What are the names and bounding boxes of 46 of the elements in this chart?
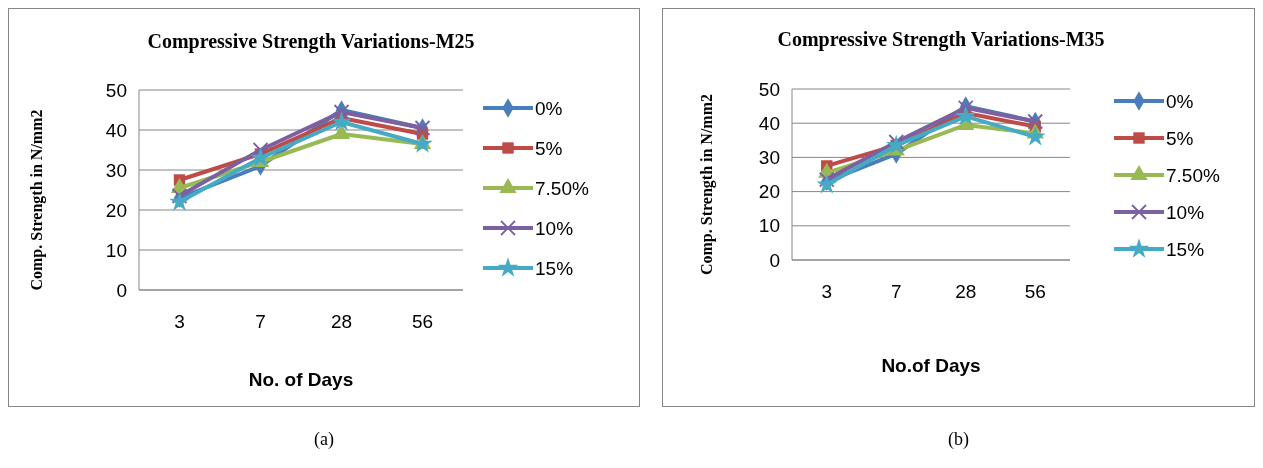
text: (a) bbox=[314, 429, 334, 450]
legend-label: 15% bbox=[1166, 238, 1205, 260]
y-tick-label: 10 bbox=[758, 215, 780, 237]
x-axis-title: No. of Days bbox=[248, 369, 354, 390]
legend-label: 0% bbox=[535, 97, 563, 119]
y-axis-title: Comp. Strength in N/mm2 bbox=[698, 93, 716, 276]
y-tick-label: 20 bbox=[105, 199, 127, 221]
x-tick-label: 28 bbox=[330, 311, 353, 332]
legend-label: 10% bbox=[535, 217, 574, 239]
x-tick-label: 28 bbox=[955, 281, 977, 302]
y-tick-label: 10 bbox=[105, 239, 127, 261]
y-tick-label: 40 bbox=[758, 112, 780, 134]
x-tick-label: 7 bbox=[255, 311, 266, 332]
point bbox=[816, 174, 837, 194]
point bbox=[250, 147, 271, 167]
legend-label: 5% bbox=[1166, 127, 1194, 149]
x-tick-label: 3 bbox=[174, 311, 185, 332]
chart-title: Compressive Strength Variations-M35 bbox=[777, 28, 1105, 51]
legend-label: 7.50% bbox=[1166, 164, 1220, 186]
legend-label: 5% bbox=[535, 137, 563, 159]
y-tick-label: 20 bbox=[758, 181, 780, 203]
y-tick-label: 30 bbox=[758, 147, 780, 169]
point bbox=[333, 104, 350, 120]
y-tick-label: 50 bbox=[758, 78, 780, 100]
x-axis-title: No.of Days bbox=[881, 355, 981, 376]
point bbox=[818, 171, 835, 188]
x-tick-label: 3 bbox=[821, 281, 833, 302]
point bbox=[171, 188, 188, 204]
x-tick-label: 56 bbox=[411, 311, 434, 332]
chart-title: Compressive Strength Variations-M25 bbox=[147, 30, 475, 53]
point bbox=[955, 105, 976, 126]
point bbox=[252, 142, 269, 158]
legend-label: 7.50% bbox=[535, 177, 589, 199]
y-axis-title: Comp. Strength in N/mm2 bbox=[28, 109, 46, 291]
y-tick-label: 0 bbox=[769, 249, 780, 271]
legend-label: 0% bbox=[1166, 90, 1194, 112]
legend-label: 10% bbox=[1166, 201, 1205, 223]
x-tick-label: 7 bbox=[890, 281, 902, 302]
legend-label: 15% bbox=[535, 257, 574, 279]
text: (b) bbox=[948, 429, 969, 450]
y-tick-label: 50 bbox=[105, 79, 127, 101]
y-tick-label: 30 bbox=[105, 159, 127, 181]
point bbox=[331, 111, 352, 131]
y-tick-label: 40 bbox=[105, 119, 127, 141]
y-tick-label: 0 bbox=[116, 279, 127, 301]
x-tick-label: 56 bbox=[1024, 281, 1046, 302]
